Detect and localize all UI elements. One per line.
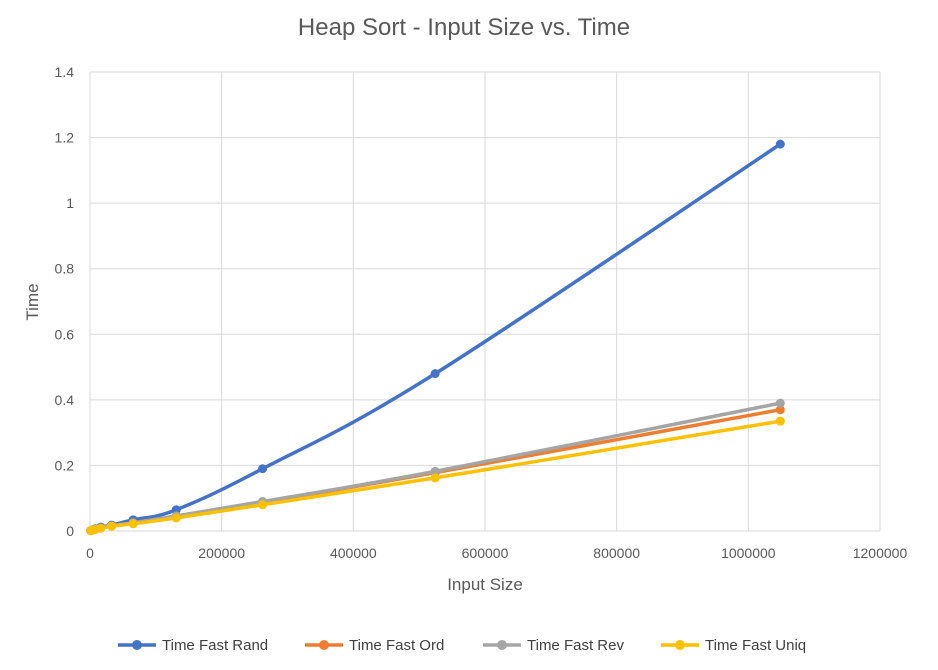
legend-item: Time Fast Rand <box>118 637 268 654</box>
data-point <box>171 513 181 523</box>
data-point <box>258 500 268 510</box>
y-tick-label: 0.4 <box>55 392 75 408</box>
data-point <box>775 398 785 408</box>
legend-swatch-marker <box>497 640 507 650</box>
legend-label: Time Fast Ord <box>349 637 444 654</box>
legend-swatch-marker <box>132 640 142 650</box>
y-tick-label: 0.6 <box>55 326 75 342</box>
legend-label: Time Fast Rev <box>527 637 624 654</box>
data-point <box>258 464 268 474</box>
x-tick-label: 1000000 <box>721 545 776 561</box>
legend-item: Time Fast Rev <box>483 637 624 654</box>
y-tick-label: 1.2 <box>55 130 75 146</box>
data-point <box>128 519 138 529</box>
data-point <box>430 369 440 379</box>
data-point <box>96 523 106 533</box>
y-tick-label: 0.8 <box>55 261 75 277</box>
gridlines <box>89 71 881 532</box>
x-axis-tick-labels: 0 200000 400000 600000 800000 1000000 1200000 <box>86 545 907 561</box>
series-time-fast-uniq <box>86 416 785 536</box>
x-tick-label: 1200000 <box>853 545 908 561</box>
data-point <box>775 405 785 415</box>
legend-label: Time Fast Uniq <box>705 637 806 654</box>
y-tick-label: 1 <box>66 195 74 211</box>
series-layer <box>86 139 785 536</box>
x-tick-label: 600000 <box>462 545 509 561</box>
legend-item: Time Fast Uniq <box>661 637 806 654</box>
legend-swatch-marker <box>675 640 685 650</box>
x-tick-label: 200000 <box>198 545 245 561</box>
legend-item: Time Fast Ord <box>305 637 444 654</box>
data-point <box>775 139 785 149</box>
legend: Time Fast Rand Time Fast Ord Time Fast Rev… <box>118 637 806 654</box>
y-tick-label: 1.4 <box>55 64 75 80</box>
y-axis-title: Time <box>23 283 42 320</box>
data-point <box>107 521 117 531</box>
data-point <box>171 505 181 515</box>
y-tick-label: 0 <box>66 523 74 539</box>
data-point <box>430 466 440 476</box>
y-tick-label: 0.2 <box>55 457 75 473</box>
x-tick-label: 400000 <box>330 545 377 561</box>
legend-label: Time Fast Rand <box>162 637 268 654</box>
x-axis-title: Input Size <box>447 575 523 594</box>
x-tick-label: 800000 <box>593 545 640 561</box>
chart-title: Heap Sort - Input Size vs. Time <box>298 14 630 41</box>
legend-swatch-marker <box>319 640 329 650</box>
x-tick-label: 0 <box>86 545 94 561</box>
data-point <box>430 473 440 483</box>
y-axis-tick-labels: 0 0.2 0.4 0.6 0.8 1 1.2 1.4 <box>55 64 75 539</box>
data-point <box>775 416 785 426</box>
